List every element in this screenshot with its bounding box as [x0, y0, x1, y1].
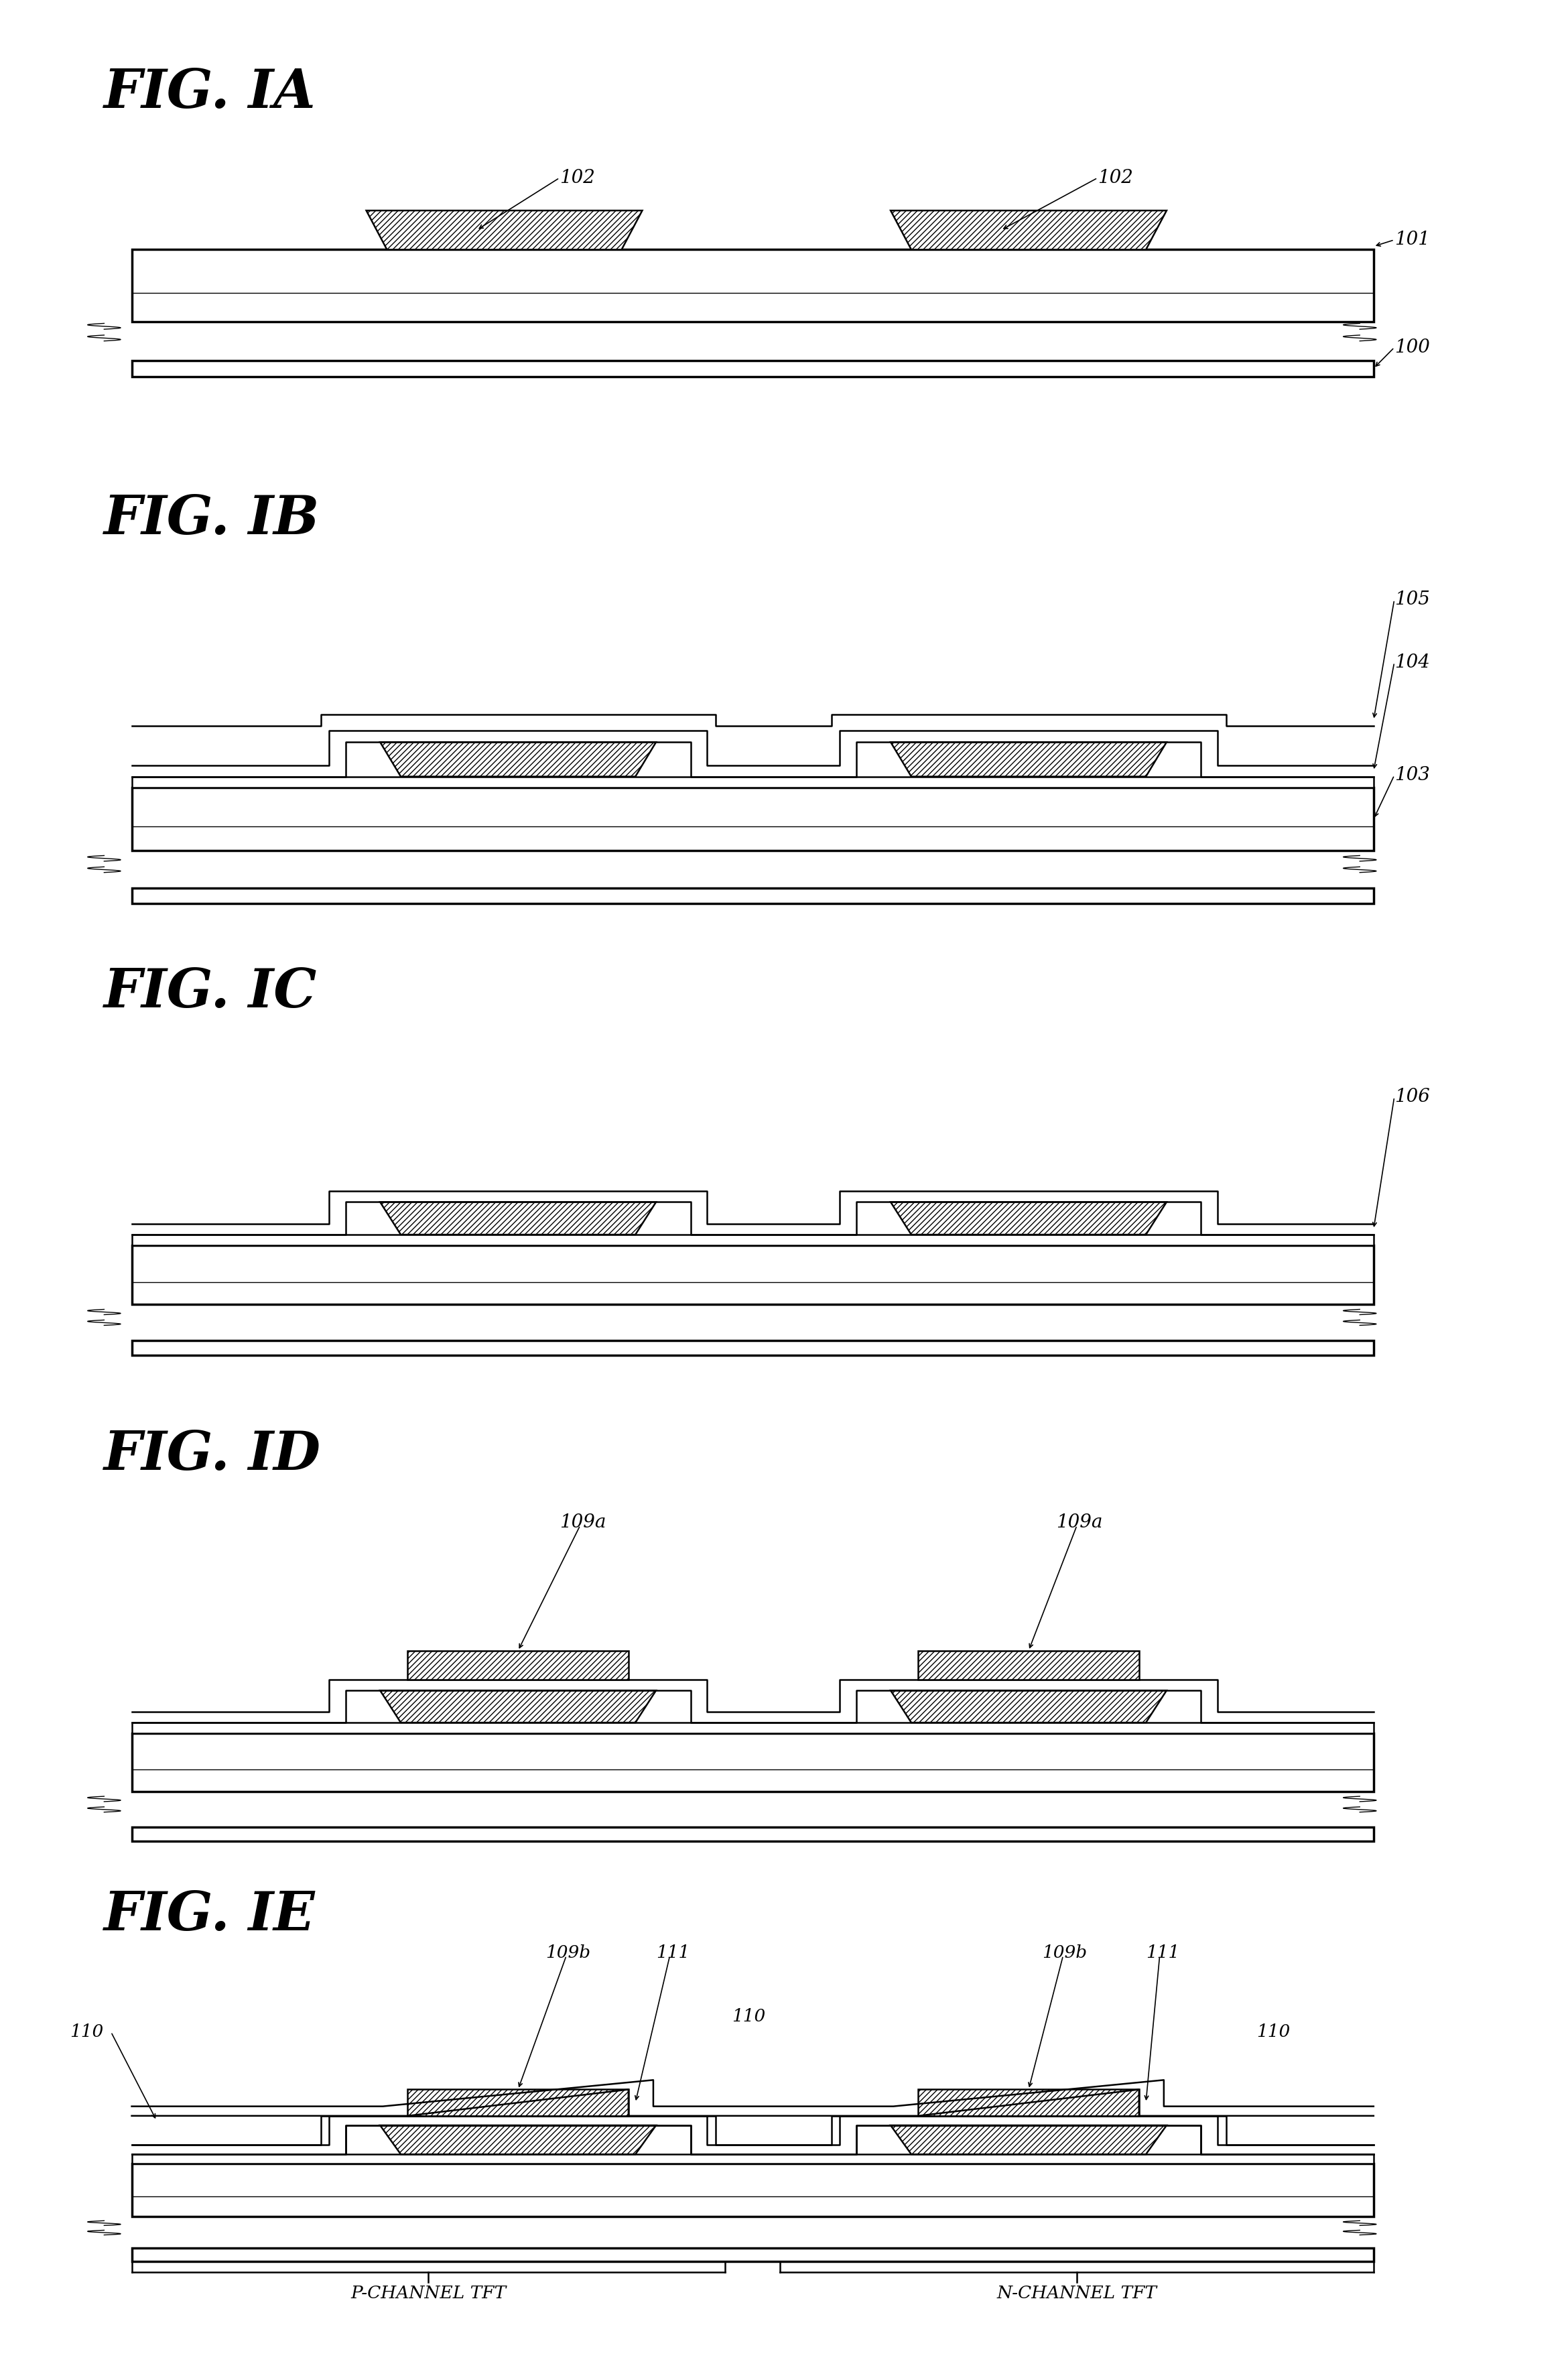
Text: 111: 111: [1146, 1945, 1179, 1962]
Text: P-CHANNEL TFT: P-CHANNEL TFT: [351, 2284, 506, 2301]
Bar: [132, 2154, 1374, 2163]
Polygon shape: [891, 1691, 1167, 1722]
Text: 110: 110: [69, 2023, 103, 2040]
Text: 109a: 109a: [1057, 1513, 1102, 1532]
Polygon shape: [891, 1203, 1167, 1233]
Polygon shape: [379, 1691, 655, 1722]
Bar: [132, 1826, 1374, 1841]
Text: 106: 106: [1394, 1089, 1430, 1105]
Bar: [132, 788, 1374, 852]
Bar: [132, 249, 1374, 323]
Bar: [919, 2090, 1138, 2116]
Polygon shape: [891, 2125, 1167, 2154]
Bar: [132, 361, 1374, 377]
Text: 110: 110: [732, 2007, 765, 2026]
Bar: [408, 1651, 629, 1679]
Polygon shape: [379, 1203, 655, 1233]
Text: N-CHANNEL TFT: N-CHANNEL TFT: [997, 2284, 1157, 2301]
Text: 109b: 109b: [1043, 1945, 1087, 1962]
Bar: [132, 1734, 1374, 1791]
Text: FIG. IC: FIG. IC: [103, 968, 317, 1018]
Bar: [919, 1651, 1138, 1679]
Text: FIG. IE: FIG. IE: [103, 1890, 315, 1943]
Text: 109b: 109b: [546, 1945, 591, 1962]
Bar: [132, 1233, 1374, 1245]
Polygon shape: [367, 211, 643, 249]
Bar: [132, 1340, 1374, 1354]
Text: FIG. ID: FIG. ID: [103, 1428, 321, 1480]
Bar: [132, 1722, 1374, 1734]
Polygon shape: [891, 211, 1167, 249]
Text: 105: 105: [1394, 591, 1430, 610]
Polygon shape: [891, 742, 1167, 776]
Text: FIG. IB: FIG. IB: [103, 493, 320, 546]
Bar: [132, 2249, 1374, 2261]
Text: 100: 100: [1394, 339, 1430, 356]
Bar: [132, 887, 1374, 904]
Polygon shape: [379, 742, 655, 776]
Text: 101: 101: [1394, 230, 1430, 249]
Bar: [132, 776, 1374, 788]
Bar: [132, 2163, 1374, 2215]
Bar: [132, 1245, 1374, 1305]
Polygon shape: [379, 2125, 655, 2154]
Text: 103: 103: [1394, 766, 1430, 785]
Text: 104: 104: [1394, 652, 1430, 671]
Text: FIG. IA: FIG. IA: [103, 66, 317, 119]
Bar: [408, 2090, 629, 2116]
Text: 111: 111: [655, 1945, 690, 1962]
Text: 110: 110: [1256, 2023, 1290, 2040]
Text: 102: 102: [1098, 168, 1134, 187]
Text: 102: 102: [560, 168, 594, 187]
Text: 109a: 109a: [560, 1513, 605, 1532]
